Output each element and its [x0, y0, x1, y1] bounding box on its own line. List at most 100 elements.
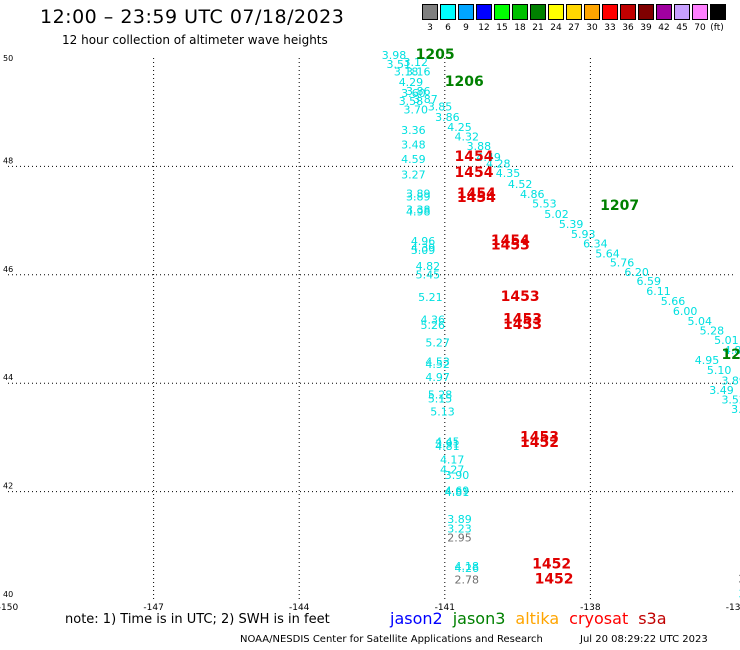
swh-value: 4.69	[445, 484, 470, 497]
mission-s3a: s3a	[638, 609, 667, 628]
swh-value: 3.24	[731, 403, 740, 416]
swh-value: 3.89	[447, 513, 472, 526]
swh-value: 6.34	[583, 238, 608, 251]
pass-labels: 1205120612071208145414541454145414541453…	[416, 47, 740, 588]
legend-swatch	[674, 4, 690, 20]
swh-value: 4.53	[425, 355, 450, 368]
swh-value: 3.90	[445, 469, 470, 482]
legend-swatch	[692, 4, 708, 20]
lon-tick-label: -144	[289, 603, 310, 610]
pass-time-label: 1453	[520, 430, 559, 446]
swh-value: 3.85	[428, 101, 453, 114]
pass-time-label: 1452	[532, 557, 571, 573]
swh-value: 4.82	[416, 260, 441, 273]
swh-value: 4.95	[695, 354, 720, 367]
pass-time-label: 1454	[457, 186, 496, 202]
swh-value: 3.58	[399, 95, 424, 108]
pass-time-label: 1454	[455, 165, 494, 181]
lat-tick-label: 48	[3, 156, 13, 165]
lon-tick-label: -147	[143, 603, 163, 610]
legend-label: 45	[676, 23, 688, 33]
swh-value: 4.28	[486, 157, 511, 170]
altimeter-map: -150 -147 -144 -141 -138 -135 50 48 46 44 42 40 3.9…	[0, 47, 740, 610]
legend-label: 18	[514, 23, 526, 33]
swh-value: 4.39	[411, 241, 436, 254]
legend-swatch	[602, 4, 618, 20]
mission-cryosat: cryosat	[569, 609, 629, 628]
swh-value: 4.29	[399, 76, 424, 89]
swh-value: 5.53	[532, 198, 557, 211]
swh-value: 5.28	[428, 388, 453, 401]
swh-value: 3	[738, 587, 740, 600]
swh-value: 5.13	[430, 406, 455, 419]
swh-value: 3.89	[406, 191, 431, 204]
swh-value: 3.89	[406, 187, 431, 200]
swh-value: 6.59	[637, 275, 662, 288]
swh-value: 4.86	[520, 188, 545, 201]
swh-value: 5.15	[428, 393, 453, 406]
swh-samples: 3.983.513.123.183.164.293.863.603.873.58…	[382, 49, 740, 600]
lat-tick-label: 40	[3, 590, 13, 599]
swh-value: 3.51	[387, 58, 412, 71]
swh-value: 5.09	[411, 244, 436, 257]
swh-value: 3.49	[709, 384, 734, 397]
legend-swatch	[494, 4, 510, 20]
pass-time-label: 1205	[416, 47, 455, 63]
pass-time-label: 1452	[535, 572, 574, 588]
swh-value: 3.36	[401, 124, 426, 137]
swh-value: 5.10	[707, 364, 732, 377]
swh-value: 5.93	[571, 228, 596, 241]
swh-value: 2.78	[455, 574, 480, 587]
lat-tick-label: 42	[3, 482, 13, 491]
legend-swatch	[548, 4, 564, 20]
grid-lines	[8, 58, 736, 600]
pass-time-label: 1453	[491, 237, 530, 253]
legend-swatch	[638, 4, 654, 20]
swh-value: 3.23	[447, 522, 472, 535]
legend-swatch	[656, 4, 672, 20]
mission-jason3: jason3	[452, 609, 506, 628]
pass-time-label: 1453	[501, 289, 540, 305]
swh-value: 3.27	[401, 168, 426, 181]
legend-label: 15	[496, 23, 508, 33]
swh-value: 3.16	[406, 65, 431, 78]
legend-unit: (ft)	[710, 23, 724, 33]
lon-tick-label: -141	[435, 603, 455, 610]
footer-credit: NOAA/NESDIS Center for Satellite Applica…	[240, 634, 543, 645]
legend-label: 9	[463, 23, 469, 33]
legend-label: 42	[658, 23, 670, 33]
footer-note: note: 1) Time is in UTC; 2) SWH is in fe…	[65, 612, 330, 627]
swh-value: 6.11	[646, 285, 671, 298]
legend-swatch	[710, 4, 726, 20]
legend-label: 33	[604, 23, 616, 33]
legend-swatch	[512, 4, 528, 20]
legend-label: 39	[640, 23, 652, 33]
swh-value: 4.52	[425, 358, 450, 371]
pass-time-label: 1452	[520, 435, 559, 451]
swh-value: 5.04	[687, 315, 712, 328]
swh-value: 4.96	[411, 235, 436, 248]
swh-value: 4.26	[455, 562, 480, 575]
legend-label: 27	[568, 23, 580, 33]
swh-value: 3.48	[401, 139, 426, 152]
swh-value: 3.38	[406, 204, 431, 217]
pass-time-label: 1453	[503, 312, 542, 328]
swh-value: 6.00	[673, 305, 698, 318]
swh-value: 3.87	[413, 93, 438, 106]
swh-value: 5.26	[421, 319, 446, 332]
swh-value: 4.45	[435, 436, 460, 449]
pass-time-label: 1453	[503, 317, 542, 333]
swh-value: 2.95	[447, 531, 472, 544]
legend-swatch	[458, 4, 474, 20]
swh-value: 3.91	[435, 438, 460, 451]
swh-value: 3.52	[721, 393, 740, 406]
legend-swatch	[566, 4, 582, 20]
legend-swatch	[620, 4, 636, 20]
legend-swatch	[422, 4, 438, 20]
swh-value: 3.70	[404, 103, 429, 116]
swh-value: 5.45	[416, 269, 441, 282]
swh-value: 4.25	[447, 121, 472, 134]
legend-swatch	[476, 4, 492, 20]
lat-tick-label: 46	[3, 265, 13, 274]
swh-value: 5.66	[661, 295, 686, 308]
